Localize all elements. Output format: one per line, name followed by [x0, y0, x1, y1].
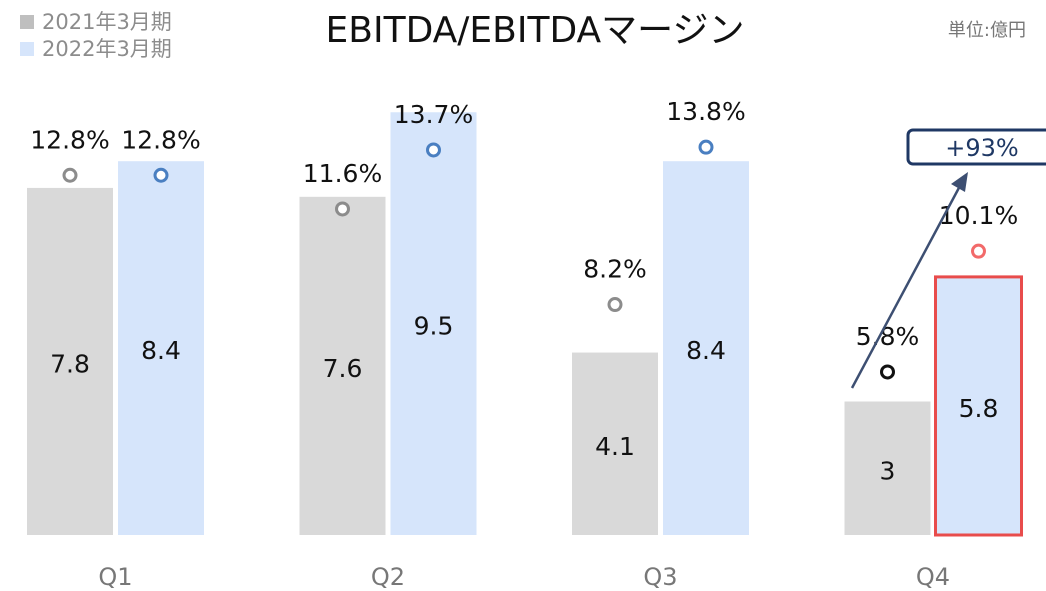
margin-dot: [971, 243, 986, 259]
margin-dot: [335, 201, 350, 217]
annotation: +93%: [945, 134, 1018, 162]
bar-value-label: 3: [880, 456, 896, 485]
margin-dot: [153, 167, 169, 183]
margin-label: 13.8%: [666, 97, 745, 126]
margin-label: 8.2%: [583, 255, 647, 284]
legend-label: 2021年3月期: [42, 10, 172, 34]
bar: [663, 161, 749, 535]
margin-dot: [607, 297, 623, 313]
x-tick-label: Q2: [371, 563, 405, 591]
bar: [299, 196, 386, 536]
arrow-line: [850, 183, 963, 389]
x-tick-label: Q1: [98, 563, 132, 591]
bar-value-label: 5.8: [959, 394, 999, 423]
arrow-head: [951, 172, 968, 192]
legend-label: 2022年3月期: [42, 37, 172, 61]
margin-label: 13.7%: [394, 100, 473, 129]
margin-dot: [880, 364, 895, 380]
legend-swatch: [20, 42, 34, 56]
bar-value-label: 7.6: [323, 354, 363, 383]
margin-label: 5.8%: [856, 322, 920, 351]
annotation-box: [906, 128, 1046, 166]
unit-note: 単位:億円: [948, 20, 1026, 41]
bar-value-label: 9.5: [414, 312, 454, 341]
bar: [118, 161, 204, 535]
bar-value-label: 7.8: [50, 349, 90, 378]
chart-title: EBITDA/EBITDAマージン: [326, 10, 745, 51]
margin-dot: [426, 142, 441, 158]
margin-label: 10.1%: [939, 201, 1018, 230]
margin-label: 11.6%: [303, 159, 382, 188]
bar: [934, 275, 1023, 537]
margin-label: 12.8%: [121, 125, 200, 154]
bar-value-label: 4.1: [595, 432, 635, 461]
x-tick-label: Q4: [916, 563, 950, 591]
bar: [27, 187, 113, 535]
margin-label: 12.8%: [30, 125, 109, 154]
bar: [844, 401, 931, 535]
margin-dot: [62, 167, 78, 183]
bar: [572, 352, 658, 535]
bar-value-label: 8.4: [141, 336, 181, 365]
margin-dot: [698, 139, 714, 155]
bar: [390, 112, 477, 535]
x-tick-label: Q3: [643, 563, 677, 591]
bar-value-label: 8.4: [686, 336, 726, 365]
legend-swatch: [20, 15, 34, 29]
